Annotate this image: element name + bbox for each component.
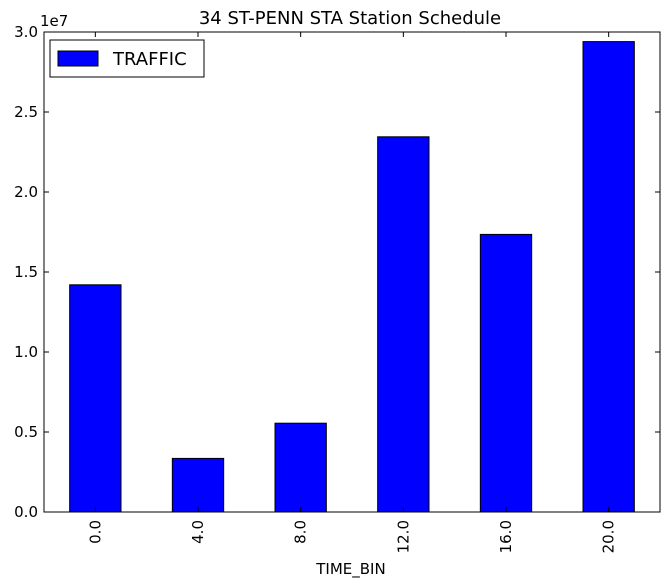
y-tick-label-0.0: 0.0 [14,503,38,521]
x-tick-label-12.0: 12.0 [394,520,412,553]
bar-8.0 [274,422,327,513]
y-tick-label-2.0: 2.0 [14,183,38,201]
x-tick-label-8.0: 8.0 [292,520,310,544]
y-tick-label-0.5: 0.5 [14,423,38,441]
legend: TRAFFIC [49,39,205,78]
bar-0.0 [69,284,122,513]
y-tick-label-1.0: 1.0 [14,343,38,361]
bar-16.0 [479,233,533,513]
y-tick-label-2.5: 2.5 [14,103,38,121]
bar-12.0 [377,136,430,513]
x-tick-label-16.0: 16.0 [497,520,515,553]
y-tick-label-3.0: 3.0 [14,23,38,41]
x-tick-label-0.0: 0.0 [86,520,104,544]
y-tick-label-1.5: 1.5 [14,263,38,281]
chart-title: 34 ST-PENN STA Station Schedule [199,8,501,29]
bar-4.0 [171,457,225,513]
plot-frame [43,31,661,513]
y-offset-label: 1e7 [40,12,68,30]
bars-group [69,41,635,513]
legend-swatch [57,50,99,67]
ticks-group: 0.0 4.0 8.0 12.0 16.0 20.0 0.0 0.5 1.0 1.5 2.0 2.5 3… [14,23,660,553]
x-tick-label-4.0: 4.0 [189,520,207,544]
x-tick-label-20.0: 20.0 [600,520,618,553]
x-axis-label: TIME_BIN [315,560,385,579]
legend-label: TRAFFIC [112,49,187,70]
bar-20.0 [582,41,635,513]
